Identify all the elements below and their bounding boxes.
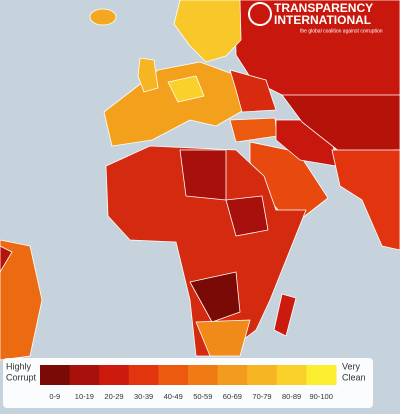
legend-range-label: 0-9 bbox=[49, 392, 60, 401]
legend-range-label: 30-39 bbox=[134, 392, 153, 401]
logo-text: TRANSPARENCY bbox=[274, 1, 373, 15]
legend-low-label: Corrupt bbox=[6, 372, 37, 382]
legend-swatch bbox=[217, 365, 248, 385]
legend-high-label: Clean bbox=[342, 372, 366, 382]
ukraine bbox=[229, 69, 277, 113]
legend-range-label: 60-69 bbox=[223, 392, 242, 401]
central-europe bbox=[167, 75, 205, 103]
legend-range-label: 40-49 bbox=[164, 392, 183, 401]
legend-range-label: 80-89 bbox=[282, 392, 301, 401]
legend-swatch bbox=[40, 365, 71, 385]
legend-swatch bbox=[128, 365, 159, 385]
logo-text: INTERNATIONAL bbox=[274, 13, 371, 27]
legend-high-label: Very bbox=[342, 361, 361, 371]
logo: TRANSPARENCY INTERNATIONAL the global co… bbox=[248, 1, 383, 34]
legend-range-label: 90-100 bbox=[310, 392, 333, 401]
logo-icon bbox=[248, 2, 272, 26]
legend: Highly Corrupt Very Clean 0-9 10-19 20-29 3… bbox=[3, 358, 373, 408]
countries bbox=[0, 0, 400, 361]
legend-low-label: Highly bbox=[6, 361, 32, 371]
madagascar bbox=[273, 293, 297, 337]
legend-swatch bbox=[99, 365, 130, 385]
libya bbox=[179, 149, 227, 201]
southern-africa bbox=[195, 319, 251, 357]
legend-swatch bbox=[247, 365, 278, 385]
legend-swatch bbox=[158, 365, 189, 385]
legend-range-label: 10-19 bbox=[75, 392, 94, 401]
legend-swatch bbox=[188, 365, 219, 385]
legend-range-label: 50-59 bbox=[193, 392, 212, 401]
legend-swatch bbox=[69, 365, 100, 385]
western-europe bbox=[103, 61, 245, 147]
legend-range-label: 20-29 bbox=[104, 392, 123, 401]
britain bbox=[137, 57, 159, 93]
india bbox=[331, 149, 400, 251]
legend-range-label: 70-79 bbox=[252, 392, 271, 401]
iceland bbox=[89, 8, 117, 26]
venezuela bbox=[0, 245, 13, 273]
scandinavia bbox=[173, 0, 242, 63]
south-america bbox=[0, 239, 43, 361]
central-africa bbox=[189, 271, 241, 323]
sudan bbox=[225, 195, 269, 237]
logo-tagline: the global coalition against corruption bbox=[300, 28, 383, 34]
legend-swatch bbox=[276, 365, 307, 385]
legend-swatch bbox=[306, 365, 337, 385]
